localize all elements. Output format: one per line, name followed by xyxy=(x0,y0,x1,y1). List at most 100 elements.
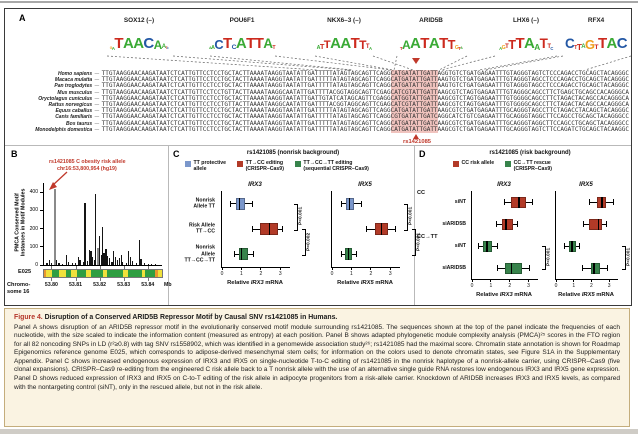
alignment-row: Bos taurus — TTGTAAGGAACAAGATAATCTCATTGTTC… xyxy=(11,119,629,127)
y-tick-label: 0 xyxy=(35,262,38,268)
x-tick xyxy=(240,267,242,270)
legend-text-line: TT protective xyxy=(193,160,227,166)
pmca-annotation-line2: chr16:53,800,954 (hg19) xyxy=(57,166,117,172)
logo-letter: C xyxy=(550,45,553,51)
histogram-bar xyxy=(118,257,120,265)
sequence: TTGTAAGGAACAAGATAATCTCATTGTTCCTCCTGTTACT… xyxy=(102,100,629,108)
sequence-segment: TTGTAAGGAACAAGATAATCTCATTGTTCCTCCTGCTACT… xyxy=(101,107,391,115)
d-group-label: CC xyxy=(417,190,426,196)
caption-body: Panel A shows disruption of an ARID5B re… xyxy=(14,323,620,391)
species-connector: — xyxy=(94,83,100,89)
species-name: Pan troglodytes xyxy=(54,83,93,90)
box xyxy=(588,218,603,230)
sequence-segment: TTGTAAGGAACAAGATAATCTCATTGTTCCTCCTGCTACT… xyxy=(101,113,391,121)
histogram-bar xyxy=(111,262,113,265)
x-axis-unit: Mb xyxy=(164,282,172,288)
histogram-bar xyxy=(122,262,124,265)
logo-letter: A xyxy=(428,35,440,53)
chromatin-segment xyxy=(106,270,124,277)
whisker-cap xyxy=(578,243,580,249)
alignment-row: Pan troglodytes — TTGTAAGGAACAAGATAATCTCAT… xyxy=(11,82,629,90)
motif-logo: NKX6–3 (–) A T T A A T T T A xyxy=(317,17,373,52)
logo-letter: C xyxy=(616,35,628,53)
c-irx3-x-label-post: mRNA xyxy=(265,280,283,286)
sequence: TTGTAAGGAACAAGATAATCTCATTGTTCCTCCTGCTACT… xyxy=(102,82,629,90)
histogram-bar xyxy=(129,256,132,265)
panel-c-irx5-title: IRX5 xyxy=(358,181,372,188)
sequence: TTGTAAGGAACAAGATAATCTCATTGTTCCTCCTGCTACT… xyxy=(101,107,629,115)
histogram-bar xyxy=(138,240,140,265)
c-row-label-line: Allele xyxy=(201,251,215,258)
histogram-bar xyxy=(51,263,53,265)
logo-letter: T xyxy=(359,37,366,52)
histogram-bar xyxy=(82,261,84,265)
sequence-highlight: CATGATATTGATT xyxy=(390,125,438,133)
motif-name: LHX6 (–) xyxy=(513,17,539,24)
x-tick xyxy=(221,267,223,270)
x-tick-label: 2 xyxy=(590,283,593,289)
histogram-bar xyxy=(100,254,102,265)
histogram-bar xyxy=(135,263,137,265)
species-connector: — xyxy=(94,108,100,114)
sequence-segment: AAGCGTCTAGTGAGAATTTGTGGGGCAGCCTTCTAGACTA… xyxy=(437,100,629,108)
p-value-label: P<0.001 xyxy=(408,207,414,226)
sequence-segment: AAGTGTCTGATGAGAATTTGTAGGGTAGCCTCCCAGACCT… xyxy=(437,82,629,90)
legend-text-line: (CRISPR–Cas9) xyxy=(245,166,284,173)
sequence-highlight: CGTGATATTGATC xyxy=(390,113,438,121)
logo-letter: T xyxy=(505,44,509,51)
histogram-bar xyxy=(53,189,57,265)
legend-swatch xyxy=(294,160,301,167)
sequence-highlight: CATGATATTGATC xyxy=(390,119,438,127)
chromatin-segment xyxy=(71,270,78,277)
box-median xyxy=(347,248,350,261)
logo-letter: C xyxy=(214,37,223,53)
d-row-labels: CC siNT siARID5B CC→TT siNT siARID5B xyxy=(417,190,469,279)
legend-swatch xyxy=(185,160,191,167)
caption-title: Figure 4. Disruption of a Conserved ARID… xyxy=(14,314,620,321)
legend-text-line: allele xyxy=(193,166,207,173)
panel-divider-bc xyxy=(168,146,169,305)
box-median xyxy=(348,197,351,210)
logo-letter: T xyxy=(323,39,331,52)
species-name: Oryctolagus cuniculus xyxy=(38,95,93,102)
logo-letter: A xyxy=(208,46,212,51)
d-irx5-x-label: Relative IRX5 mRNA xyxy=(536,292,636,298)
species-connector: — xyxy=(94,89,100,95)
motif-name: ARID5B xyxy=(419,17,443,24)
whisker-cap xyxy=(394,226,396,232)
logo-letter: T xyxy=(365,44,370,51)
d-irx3-x-label-pre: Relative xyxy=(476,292,499,298)
figure-caption-box: Figure 4. Disruption of a Conserved ARID… xyxy=(4,308,630,427)
box xyxy=(510,196,526,208)
alignment-row: Canis familiaris — TTGTAAGGAACAAGATAATCTCA… xyxy=(11,113,629,121)
panel-b-label: B xyxy=(11,149,18,159)
boxplot-c-irx5: 0 1 2 3 P<0.001 P<0.001 xyxy=(331,191,422,277)
histogram-bar xyxy=(151,263,153,265)
legend-text: TT→CC→TT editing (sequential CRISPR–Cas9) xyxy=(303,160,368,173)
histogram-bar xyxy=(103,253,105,265)
whisker-cap xyxy=(564,243,566,249)
x-tick-label: 3 xyxy=(607,283,611,289)
panel-divider-horizontal xyxy=(5,145,631,146)
histogram-bar xyxy=(140,258,142,265)
c-row-label-line: Risk Allele xyxy=(188,222,215,229)
y-tick-label: 200 xyxy=(29,225,38,232)
logo-letter: T xyxy=(246,35,255,53)
x-tick xyxy=(555,279,557,282)
sequence-segment: TTGTAAGGAACAAGATAATCTCATTGTTCCTCCTGCTACT… xyxy=(101,94,391,102)
species-name: Macaca mulatta xyxy=(54,77,93,84)
motif-name: RFX4 xyxy=(587,17,605,24)
motif-logo: LHX6 (–) A G T T T A A T T C xyxy=(499,17,553,53)
pmca-annotation-line1: rs1421085 C obesity risk allele xyxy=(49,159,126,165)
whisker-cap xyxy=(582,265,584,271)
logo-letter: A xyxy=(263,36,273,52)
legend-text: CC→TT rescue (CRISPR–Cas9) xyxy=(514,160,552,173)
histogram-bar xyxy=(71,263,73,265)
sequence: TTGTAAGGAACAAGATAATCTCATTGTTCCTCCTGTTACT… xyxy=(102,88,629,96)
logo-letter: A xyxy=(524,35,535,53)
c-row-label-line: TT→CC→TT xyxy=(184,257,215,264)
c-row-labels: Nonrisk Allele TT Risk Allele TT→CC Nonrisk A… xyxy=(165,191,217,267)
